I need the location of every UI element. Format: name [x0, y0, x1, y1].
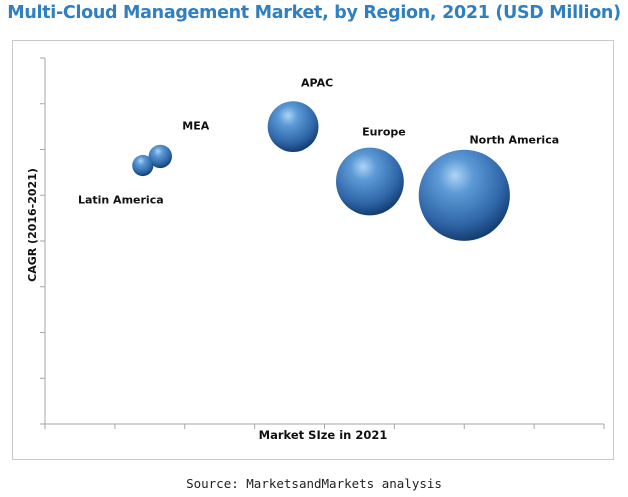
bubble-europe: [336, 147, 404, 216]
bubble-label-mea: MEA: [182, 119, 209, 132]
y-axis-label: CAGR (2016-2021): [26, 168, 39, 282]
bubble-label-apac: APAC: [301, 77, 333, 90]
chart-title: Multi-Cloud Management Market, by Region…: [7, 3, 621, 23]
bubble-mea: [148, 144, 172, 169]
bubbles: [132, 101, 510, 241]
chart-frame: [12, 40, 614, 460]
bubble-apac: [267, 101, 319, 152]
bubble-label-latin-america: Latin America: [78, 194, 164, 207]
source-note: Source: MarketsandMarkets analysis: [186, 476, 442, 491]
bubble-label-north-america: North America: [469, 133, 559, 146]
bubble-labels: MEA Latin America APAC Europe North America: [78, 77, 559, 207]
bubble-north-america: [418, 149, 510, 241]
bubble-label-europe: Europe: [362, 126, 406, 139]
axes: [40, 57, 605, 429]
x-axis-label: Market SIze in 2021: [259, 428, 388, 442]
bubble-latin-america: [132, 154, 154, 177]
